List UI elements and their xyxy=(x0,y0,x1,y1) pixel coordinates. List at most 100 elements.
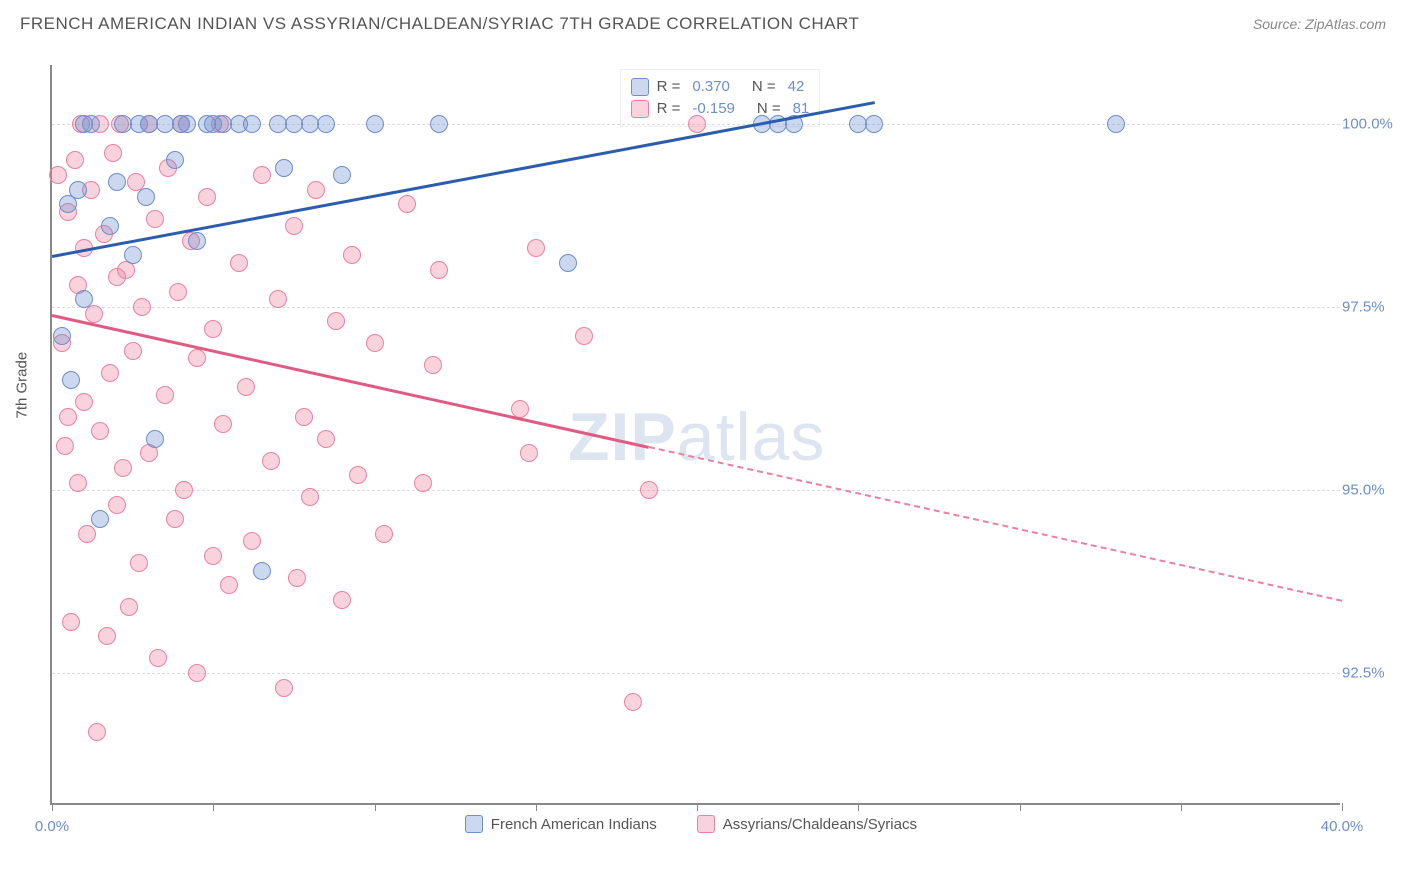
data-point xyxy=(124,342,142,360)
data-point xyxy=(295,408,313,426)
data-point xyxy=(269,290,287,308)
data-point xyxy=(317,115,335,133)
chart-container: 7th Grade ZIPatlas R =0.370N =42R =-0.15… xyxy=(40,55,1380,825)
data-point xyxy=(366,115,384,133)
data-point xyxy=(317,430,335,448)
x-tick xyxy=(375,803,376,811)
data-point xyxy=(865,115,883,133)
data-point xyxy=(333,166,351,184)
data-point xyxy=(146,210,164,228)
data-point xyxy=(198,188,216,206)
x-tick xyxy=(52,803,53,811)
legend-swatch xyxy=(631,100,649,118)
data-point xyxy=(75,393,93,411)
data-point xyxy=(307,181,325,199)
data-point xyxy=(430,261,448,279)
data-point xyxy=(333,591,351,609)
series-legend: French American IndiansAssyrians/Chaldea… xyxy=(465,815,917,833)
legend-item: French American Indians xyxy=(465,815,657,833)
x-tick xyxy=(213,803,214,811)
data-point xyxy=(137,188,155,206)
data-point xyxy=(69,474,87,492)
data-point xyxy=(424,356,442,374)
y-tick-label: 95.0% xyxy=(1342,481,1390,498)
data-point xyxy=(62,613,80,631)
trend-line-extrapolated xyxy=(648,446,1342,602)
data-point xyxy=(559,254,577,272)
data-point xyxy=(188,349,206,367)
data-point xyxy=(130,554,148,572)
y-tick-label: 92.5% xyxy=(1342,665,1390,682)
data-point xyxy=(75,290,93,308)
source-attribution: Source: ZipAtlas.com xyxy=(1253,16,1386,32)
data-point xyxy=(243,532,261,550)
data-point xyxy=(301,488,319,506)
data-point xyxy=(688,115,706,133)
data-point xyxy=(262,452,280,470)
data-point xyxy=(204,320,222,338)
data-point xyxy=(82,115,100,133)
x-tick xyxy=(1342,803,1343,811)
trend-line xyxy=(52,314,649,449)
x-tick xyxy=(858,803,859,811)
data-point xyxy=(398,195,416,213)
x-tick-label: 0.0% xyxy=(35,818,69,835)
gridline xyxy=(52,673,1340,674)
data-point xyxy=(343,246,361,264)
data-point xyxy=(520,444,538,462)
data-point xyxy=(114,459,132,477)
y-tick-label: 100.0% xyxy=(1342,115,1390,132)
x-tick xyxy=(697,803,698,811)
data-point xyxy=(214,415,232,433)
data-point xyxy=(108,173,126,191)
data-point xyxy=(91,422,109,440)
data-point xyxy=(375,525,393,543)
data-point xyxy=(78,525,96,543)
data-point xyxy=(188,664,206,682)
data-point xyxy=(188,232,206,250)
data-point xyxy=(349,466,367,484)
data-point xyxy=(88,723,106,741)
data-point xyxy=(1107,115,1125,133)
data-point xyxy=(124,246,142,264)
data-point xyxy=(414,474,432,492)
data-point xyxy=(53,327,71,345)
data-point xyxy=(220,576,238,594)
gridline xyxy=(52,490,1340,491)
x-tick xyxy=(1020,803,1021,811)
data-point xyxy=(108,496,126,514)
data-point xyxy=(133,298,151,316)
data-point xyxy=(169,283,187,301)
data-point xyxy=(149,649,167,667)
data-point xyxy=(640,481,658,499)
stats-row: R =0.370N =42 xyxy=(631,76,810,98)
data-point xyxy=(166,510,184,528)
data-point xyxy=(69,181,87,199)
data-point xyxy=(59,408,77,426)
data-point xyxy=(91,510,109,528)
y-tick-label: 97.5% xyxy=(1342,298,1390,315)
data-point xyxy=(624,693,642,711)
legend-swatch xyxy=(465,815,483,833)
data-point xyxy=(430,115,448,133)
x-tick xyxy=(536,803,537,811)
data-point xyxy=(237,378,255,396)
data-point xyxy=(366,334,384,352)
data-point xyxy=(285,217,303,235)
data-point xyxy=(253,562,271,580)
data-point xyxy=(101,364,119,382)
data-point xyxy=(230,254,248,272)
data-point xyxy=(275,679,293,697)
gridline xyxy=(52,307,1340,308)
data-point xyxy=(56,437,74,455)
chart-title: FRENCH AMERICAN INDIAN VS ASSYRIAN/CHALD… xyxy=(20,14,859,34)
legend-swatch xyxy=(697,815,715,833)
data-point xyxy=(62,371,80,389)
data-point xyxy=(327,312,345,330)
data-point xyxy=(204,547,222,565)
data-point xyxy=(120,598,138,616)
y-axis-label: 7th Grade xyxy=(14,352,31,419)
data-point xyxy=(175,481,193,499)
data-point xyxy=(275,159,293,177)
data-point xyxy=(575,327,593,345)
